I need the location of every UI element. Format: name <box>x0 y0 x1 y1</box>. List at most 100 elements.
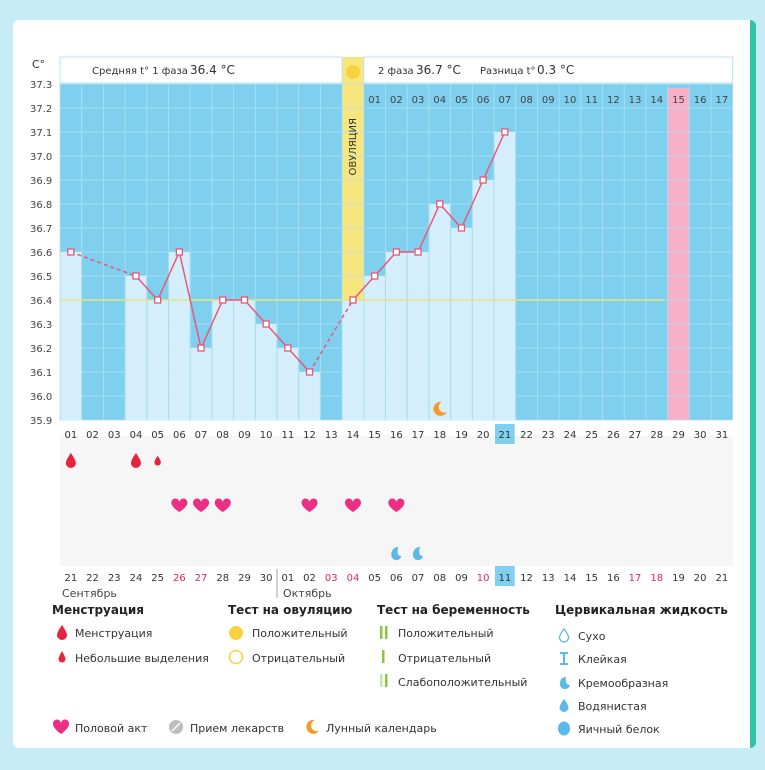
temp-bar <box>407 252 429 420</box>
temp-bar <box>451 228 472 420</box>
pregnancy-negative-icon <box>382 650 385 663</box>
temp-bar <box>255 324 277 420</box>
phase2-box <box>363 56 734 84</box>
y-tick-label: 36.0 <box>30 392 52 403</box>
date-label: 26 <box>173 573 186 584</box>
temp-bar <box>147 300 168 420</box>
date-label: 11 <box>498 573 511 584</box>
cycle-day-label: 06 <box>173 430 186 441</box>
heart-icon <box>171 498 188 512</box>
phase1-value: 36.4 °C <box>190 63 235 77</box>
date-label: 10 <box>477 573 490 584</box>
temperature-segment <box>70 251 137 277</box>
highlight-day-column <box>667 88 690 420</box>
temperature-point <box>67 248 75 256</box>
legend-menstruation-item-1: Небольшие выделения <box>75 652 209 665</box>
y-tick-label: 37.3 <box>30 80 52 91</box>
legend-cervical-item-2: Кремообразная <box>578 677 669 690</box>
temperature-segment <box>374 251 397 277</box>
luteal-day-label: 06 <box>477 95 490 106</box>
legend-menstruation-item-0: Менструация <box>75 627 153 640</box>
month-label-0: Сентябрь <box>62 587 117 600</box>
pill-icon <box>169 720 183 734</box>
y-tick-label: 36.1 <box>30 368 52 379</box>
cycle-day-label: 22 <box>520 430 533 441</box>
phase1-box <box>59 56 343 84</box>
legend-cervical-title: Цервикальная жидкость <box>555 603 728 617</box>
cycle-day-label: 14 <box>347 430 360 441</box>
cycle-day-label: 26 <box>607 430 620 441</box>
temperature-point <box>153 296 162 304</box>
temperature-segment <box>265 323 289 349</box>
date-label: 12 <box>520 573 533 584</box>
temperature-point <box>219 296 227 304</box>
date-label: 25 <box>151 573 164 584</box>
month-label-1: Октябрь <box>283 587 332 600</box>
watery-icon <box>559 699 569 712</box>
temperature-segment <box>482 131 506 181</box>
temperature-segment <box>460 179 484 229</box>
date-label: 04 <box>347 573 360 584</box>
legend-medication: Прием лекарств <box>190 722 285 735</box>
date-label: 06 <box>390 573 403 584</box>
phase1-label: Средняя t° 1 фаза <box>92 66 188 77</box>
luteal-day-label: 04 <box>433 95 446 106</box>
luteal-day-label: 17 <box>715 95 728 106</box>
legend-ovulation-title: Тест на овуляцию <box>228 603 353 617</box>
ovulation-negative-icon <box>228 649 244 665</box>
legend-cervical-item-3: Водянистая <box>578 700 647 713</box>
cycle-day-label: 31 <box>715 430 728 441</box>
cycle-day-label: 28 <box>650 430 663 441</box>
ovulation-label: ОВУЛЯЦИЯ <box>348 118 359 176</box>
cycle-day-label: 07 <box>195 430 208 441</box>
creamy-icon <box>559 677 570 690</box>
legend-pregnancy-item-1: Отрицательный <box>398 652 492 665</box>
date-label: 27 <box>195 573 208 584</box>
date-label: 05 <box>368 573 381 584</box>
temperature-point <box>436 200 444 208</box>
date-label: 01 <box>281 573 294 584</box>
cycle-day-label: 24 <box>564 430 577 441</box>
luteal-day-label: 13 <box>629 95 642 106</box>
luteal-day-label: 10 <box>564 95 577 106</box>
moon-icon <box>306 719 319 734</box>
events-background <box>60 436 733 566</box>
diff-label: Разница t° <box>480 66 536 77</box>
y-tick-label: 36.9 <box>30 176 52 187</box>
spotting-drop-icon <box>58 651 66 663</box>
y-tick-label: 36.4 <box>30 296 52 307</box>
temp-bar <box>212 300 234 420</box>
cycle-day-label: 21 <box>498 430 511 441</box>
date-label: 19 <box>672 573 685 584</box>
legend-pregnancy-item-2: Слабоположительный <box>398 676 528 689</box>
temperature-point <box>284 344 292 352</box>
cycle-day-label: 17 <box>412 430 425 441</box>
luteal-day-label: 02 <box>390 95 403 106</box>
cycle-day-label: 13 <box>325 430 338 441</box>
temperature-point <box>392 248 401 256</box>
temperature-point <box>262 320 270 328</box>
diff-value: 0.3 °C <box>537 63 574 77</box>
temp-bar <box>364 276 385 420</box>
heart-icon <box>301 498 318 512</box>
temperature-point <box>349 296 357 304</box>
ovulation-positive-icon <box>229 626 243 640</box>
sticky-icon <box>560 652 568 665</box>
date-label: 21 <box>64 573 77 584</box>
heart-icon <box>214 498 231 512</box>
luteal-day-label: 15 <box>672 95 685 106</box>
legend-pregnancy-title: Тест на беременность <box>377 603 530 617</box>
spotting-drop-icon <box>154 455 161 466</box>
temperature-segment <box>287 347 311 373</box>
bbt-chart: C° Средняя t° 1 фаза 36.4 °C 2 фаза 36.7 °C… <box>30 56 734 600</box>
temp-bar <box>299 372 320 420</box>
temperature-segment <box>135 275 159 301</box>
y-tick-label: 35.9 <box>30 416 52 427</box>
temperature-segment <box>439 203 463 229</box>
date-label: 21 <box>715 573 728 584</box>
y-tick-label: 37.0 <box>30 152 52 163</box>
cycle-day-label: 20 <box>477 430 490 441</box>
luteal-day-label: 09 <box>542 95 555 106</box>
heart-icon <box>344 498 361 512</box>
